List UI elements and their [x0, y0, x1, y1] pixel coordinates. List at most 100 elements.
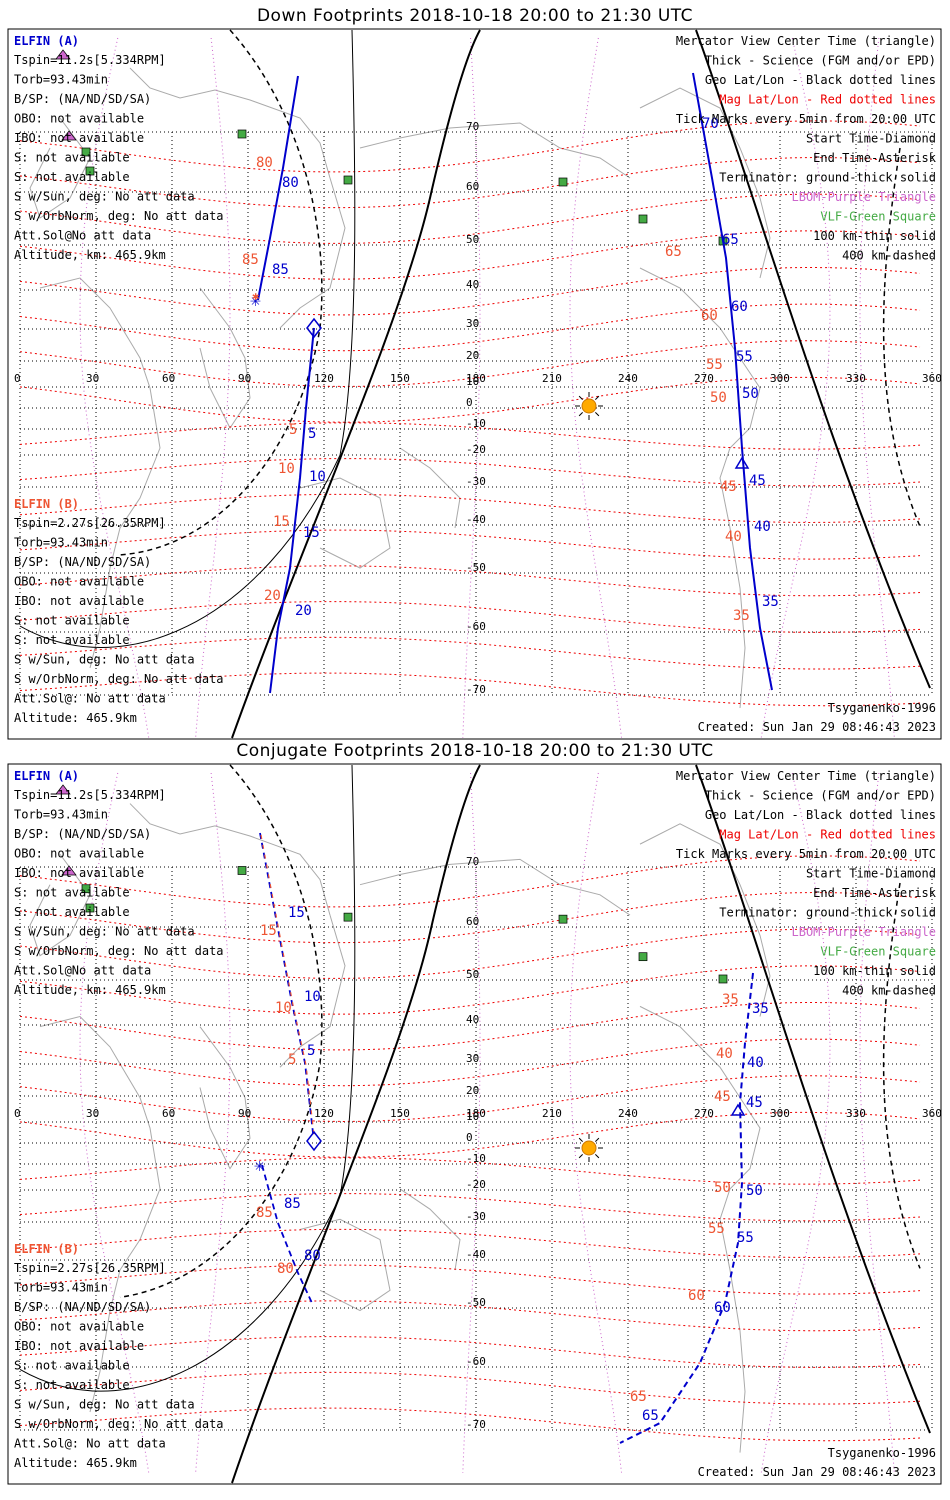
elfin-a-tick-label: 50 — [742, 386, 759, 402]
elfin-b-tick-label: 55 — [708, 1221, 725, 1237]
elfin-a-tick-label: 50 — [746, 1183, 763, 1199]
terminator-ground — [231, 29, 481, 739]
elfin-a-track — [261, 1164, 313, 1304]
lon-tick-label: 150 — [390, 1107, 410, 1120]
legend-line: Start Time-Diamond — [806, 867, 936, 881]
elfin-a-tick-label: 65 — [642, 1408, 659, 1424]
elfin-b-tick-label: 15 — [273, 514, 290, 530]
elfin-b-info-line: Altitude: 465.9km — [14, 1456, 137, 1470]
lon-tick-label: 270 — [694, 1107, 714, 1120]
mag-parallel — [19, 1075, 921, 1122]
elfin-a-info-line: Torb=93.43min — [14, 73, 108, 87]
elfin-b-header: ELFIN (B) — [14, 1242, 79, 1256]
elfin-b-tick-label: 15 — [260, 923, 277, 939]
elfin-b-tick-label: 85 — [242, 252, 259, 268]
vlf-square — [343, 912, 353, 922]
mag-parallel — [19, 1407, 921, 1442]
elfin-a-track — [269, 327, 315, 694]
lon-tick-label: 0 — [14, 1107, 21, 1120]
elfin-a-tick-label: 45 — [749, 473, 766, 489]
elfin-b-info-line: S w/OrbNorm, deg: No att data — [14, 672, 224, 686]
lat-tick-label: -30 — [466, 475, 486, 488]
mag-parallel — [19, 601, 921, 633]
legend-line: Start Time-Diamond — [806, 132, 936, 146]
elfin-b-tick-label: 65 — [665, 244, 682, 260]
elfin-a-info-line: Att.Sol@No att data — [14, 229, 151, 243]
elfin-b-info-line: IBO: not available — [14, 1339, 144, 1353]
elfin-b-info-line: IBO: not available — [14, 594, 144, 608]
mag-parallel — [19, 529, 921, 560]
legend-line: 400 km-dashed — [842, 249, 936, 263]
lat-tick-label: -50 — [466, 1296, 486, 1309]
elfin-a-tick-label: 85 — [272, 262, 289, 278]
elfin-b-tick-label: 5 — [288, 1052, 296, 1068]
elfin-a-info-line: S: not available — [14, 170, 130, 184]
elfin-a-info-line: IBO: not available — [14, 131, 144, 145]
terminator-ground — [695, 29, 931, 689]
lat-tick-label: -20 — [466, 443, 486, 456]
vlf-square — [85, 903, 95, 913]
lat-tick-label: -70 — [466, 683, 486, 696]
elfin-a-tick-label: 55 — [737, 1230, 754, 1246]
sun-ray — [578, 1137, 583, 1142]
elfin-a-tick-label: 40 — [754, 519, 771, 535]
legend-line: End Time-Asterisk — [813, 886, 937, 900]
mag-parallel — [19, 303, 921, 352]
vlf-square — [81, 147, 91, 157]
terminator-400km — [119, 764, 323, 1299]
legend-line: Mag Lat/Lon - Red dotted lines — [719, 828, 936, 842]
vlf-square — [638, 214, 648, 224]
lat-tick-label: 10 — [466, 375, 479, 388]
lon-tick-label: 270 — [694, 372, 714, 385]
elfin-a-info-line: S: not available — [14, 151, 130, 165]
lbom-triangle — [61, 130, 77, 141]
elfin-a-info-line: S w/Sun, deg: No att data — [14, 925, 195, 939]
elfin-b-info-line: S: not available — [14, 1359, 130, 1373]
lat-tick-label: 30 — [466, 1052, 479, 1065]
lat-tick-label: 70 — [466, 855, 479, 868]
legend-line: End Time-Asterisk — [813, 151, 937, 165]
terminator-400km — [882, 882, 921, 1269]
mag-parallel — [19, 1038, 921, 1087]
lon-tick-label: 30 — [86, 1107, 99, 1120]
elfin-b-tick-label: 45 — [714, 1089, 731, 1105]
model-label: Tsyganenko-1996 — [828, 701, 936, 715]
lat-tick-label: 20 — [466, 349, 479, 362]
elfin-b-tick-label: 60 — [701, 308, 718, 324]
elfin-b-header: ELFIN (B) — [14, 497, 79, 511]
legend-line: Thick - Science (FGM and/or EPD) — [705, 789, 936, 803]
elfin-b-tick-label: 50 — [710, 390, 727, 406]
elfin-a-track — [619, 972, 754, 1444]
mag-parallel — [19, 1001, 921, 1051]
lbom-triangle — [55, 784, 71, 795]
vlf-square — [558, 177, 568, 187]
mag-parallel — [19, 120, 921, 173]
elfin-b-info-line: B/SP: (NA/ND/SD/SA) — [14, 555, 151, 569]
elfin-b-tick-label: 40 — [725, 529, 742, 545]
elfin-a-info-line: B/SP: (NA/ND/SD/SA) — [14, 92, 151, 106]
elfin-a-header: ELFIN (A) — [14, 769, 79, 783]
lbom-triangle — [55, 49, 71, 60]
elfin-a-info-line: S w/OrbNorm, deg: No att data — [14, 209, 224, 223]
elfin-a-info-line: B/SP: (NA/ND/SD/SA) — [14, 827, 151, 841]
legend-line: VLF-Green Square — [820, 210, 936, 224]
lat-tick-label: 10 — [466, 1110, 479, 1123]
mag-parallel — [19, 1336, 921, 1368]
vlf-square — [81, 884, 91, 894]
lon-tick-label: 330 — [846, 372, 866, 385]
lat-tick-label: 60 — [466, 180, 479, 193]
lat-tick-label: -20 — [466, 1178, 486, 1191]
elfin-a-tick-label: 80 — [304, 1248, 321, 1264]
mag-parallel — [19, 1300, 921, 1332]
mag-parallel — [19, 855, 921, 908]
elfin-a-tick-label: 55 — [736, 349, 753, 365]
elfin-b-tick-label: 5 — [289, 422, 297, 438]
vlf-square — [237, 866, 247, 875]
elfin-a-info-line: OBO: not available — [14, 112, 144, 126]
mag-parallel — [19, 230, 921, 280]
mag-parallel — [19, 636, 921, 670]
coastline — [39, 277, 161, 669]
elfin-a-info-line: IBO: not available — [14, 866, 144, 880]
vlf-square — [718, 974, 728, 984]
mag-parallel — [19, 422, 921, 450]
